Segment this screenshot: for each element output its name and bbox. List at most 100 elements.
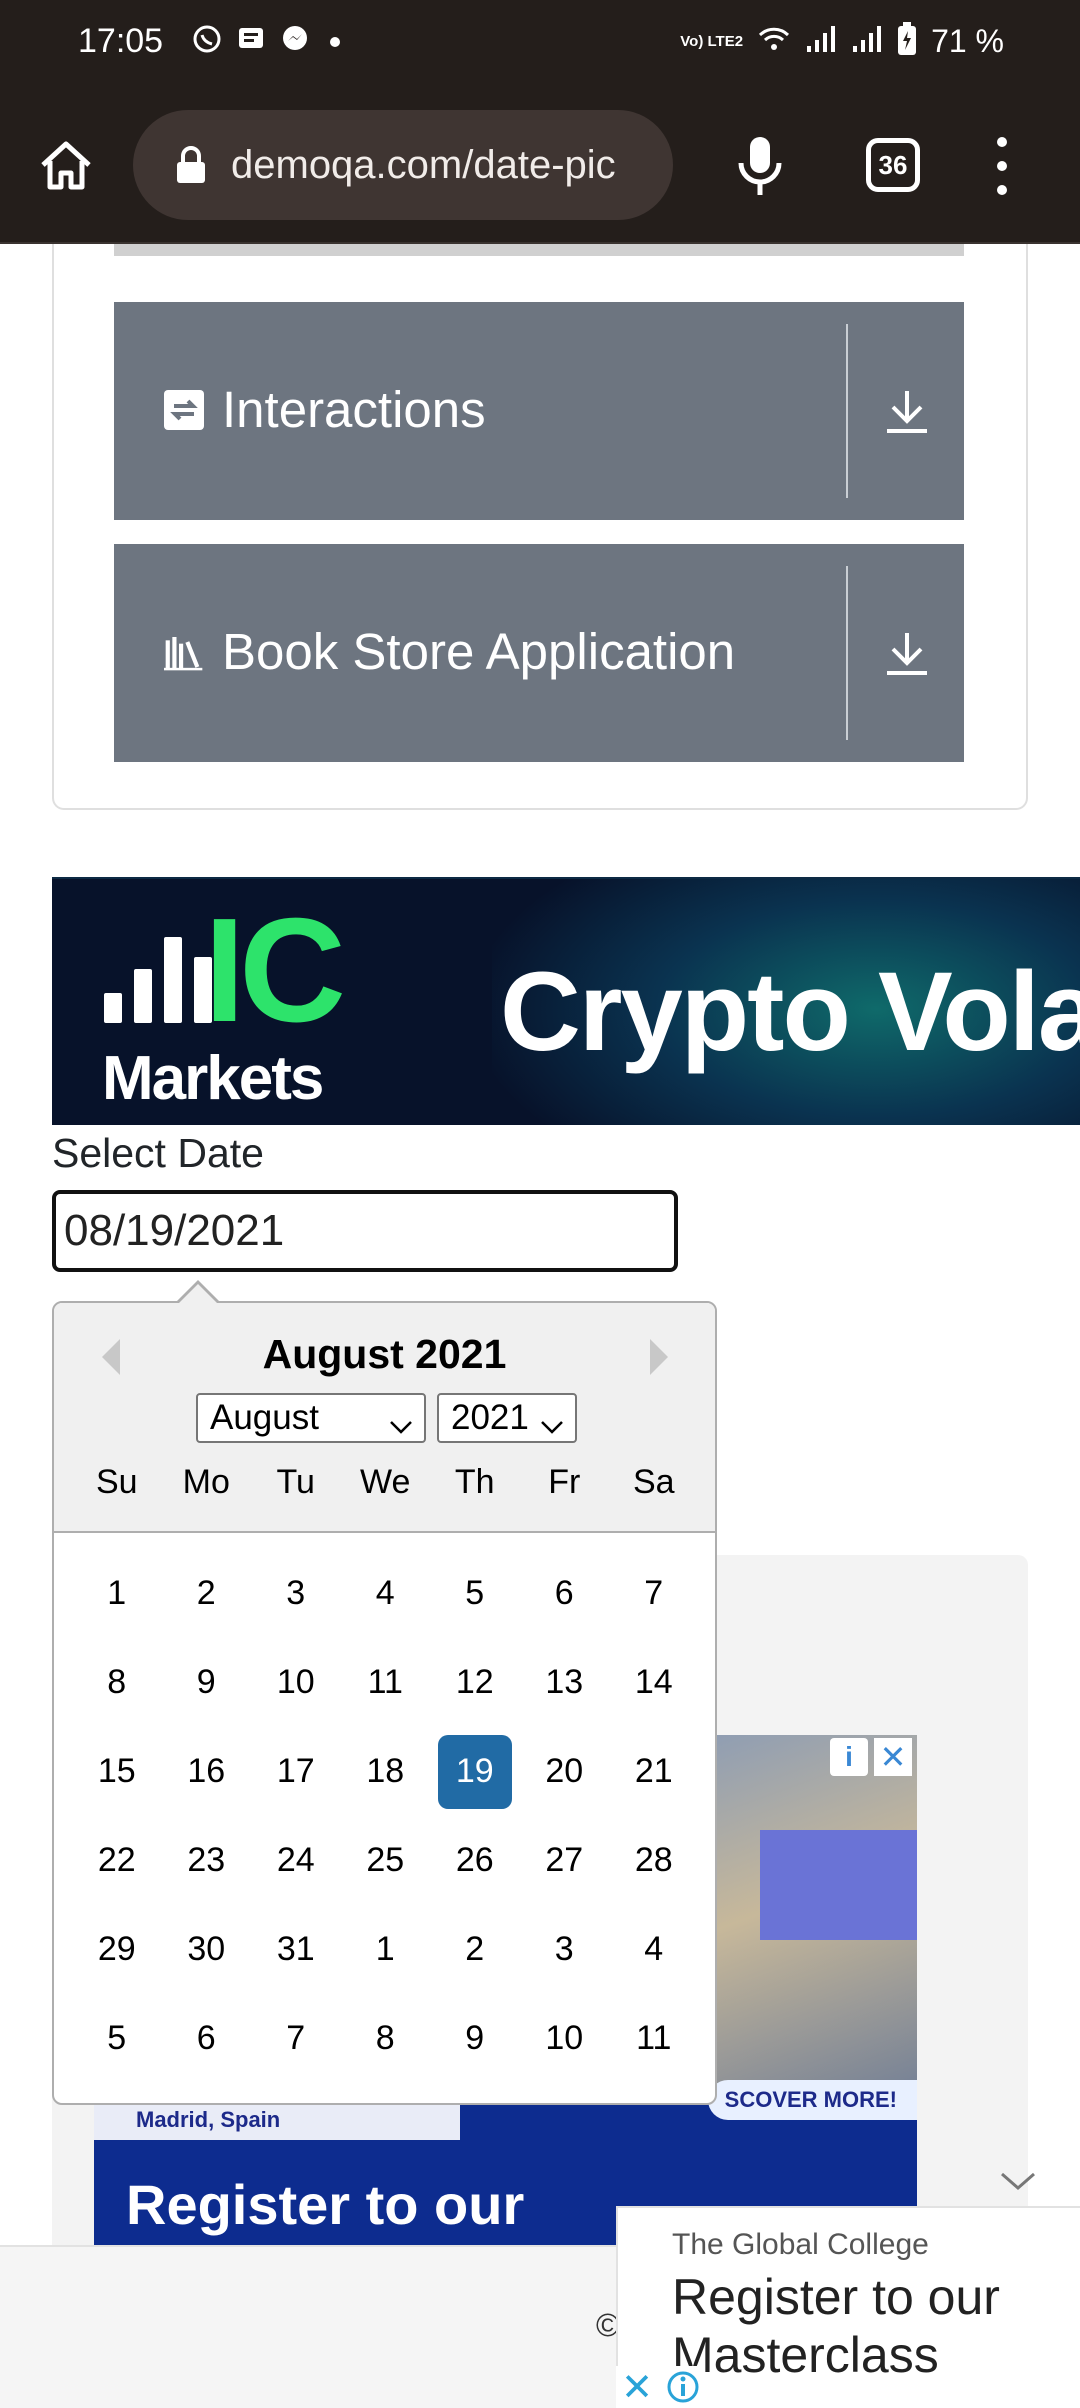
calendar-day[interactable]: 30 bbox=[162, 1905, 252, 1994]
calendar-day[interactable]: 2 bbox=[162, 1549, 252, 1638]
calendar-day-selected[interactable]: 19 bbox=[430, 1727, 520, 1816]
calendar-day[interactable]: 12 bbox=[430, 1638, 520, 1727]
calendar-day-label: 10 bbox=[276, 1663, 315, 1701]
weekday-label: Tu bbox=[276, 1463, 315, 1501]
picker-pointer-inner bbox=[179, 1284, 217, 1303]
calendar-day-label: 11 bbox=[636, 2019, 672, 2057]
ad-close-icon[interactable]: ✕ bbox=[874, 1738, 912, 1776]
calendar-day-label: 4 bbox=[375, 1574, 395, 1612]
calendar-day[interactable]: 5 bbox=[72, 1994, 162, 2083]
calendar-day-label: 20 bbox=[545, 1752, 584, 1790]
mic-icon bbox=[738, 137, 782, 195]
home-icon bbox=[41, 141, 91, 190]
calendar-day-label: 4 bbox=[644, 1930, 664, 1968]
close-icon[interactable]: ✕ bbox=[616, 2366, 658, 2408]
calendar-day[interactable]: 10 bbox=[520, 1994, 610, 2083]
calendar-day[interactable]: 16 bbox=[162, 1727, 252, 1816]
calendar-day[interactable]: 1 bbox=[72, 1549, 162, 1638]
ad-info-icon[interactable]: i bbox=[830, 1738, 868, 1776]
calendar-day-label: 8 bbox=[375, 2019, 395, 2057]
more-vert-icon[interactable] bbox=[986, 130, 1018, 202]
ad-discover-button[interactable]: SCOVER MORE! bbox=[708, 2080, 917, 2120]
calendar-day[interactable]: 20 bbox=[520, 1727, 610, 1816]
previous-month-icon[interactable] bbox=[102, 1339, 120, 1375]
date-input[interactable] bbox=[52, 1190, 678, 1272]
calendar-day[interactable]: 9 bbox=[162, 1638, 252, 1727]
calendar-day-label: 1 bbox=[107, 1574, 127, 1612]
calendar-day-label: 24 bbox=[276, 1841, 315, 1879]
calendar-day[interactable]: 23 bbox=[162, 1816, 252, 1905]
side-menu-card: Interactions Book Store Application bbox=[52, 244, 1028, 810]
calendar-day[interactable]: 17 bbox=[251, 1727, 341, 1816]
calendar-day[interactable]: 7 bbox=[251, 1994, 341, 2083]
calendar-week: 29 30 31 1 2 3 4 bbox=[72, 1905, 700, 1994]
calendar-day-label: 5 bbox=[107, 2019, 127, 2057]
calendar-day-label: 7 bbox=[644, 1574, 664, 1612]
lock-icon bbox=[169, 143, 213, 187]
menu-group-interactions[interactable]: Interactions bbox=[114, 302, 964, 520]
year-select[interactable]: 2021 bbox=[437, 1393, 577, 1443]
select-date-label: Select Date bbox=[52, 1130, 264, 1176]
calendar-day[interactable]: 24 bbox=[251, 1816, 341, 1905]
calendar-day[interactable]: 8 bbox=[72, 1638, 162, 1727]
ad-banner[interactable]: IC Markets Crypto Vola bbox=[52, 877, 1080, 1125]
year-select-value: 2021 bbox=[451, 1398, 529, 1437]
calendar-day[interactable]: 28 bbox=[609, 1816, 699, 1905]
download-icon[interactable] bbox=[882, 628, 932, 678]
calendar-day-label: 9 bbox=[196, 1663, 216, 1701]
calendar-day[interactable]: 15 bbox=[72, 1727, 162, 1816]
calendar-day[interactable]: 9 bbox=[430, 1994, 520, 2083]
ad-logo-markets: Markets bbox=[102, 1044, 324, 1113]
tabs-button[interactable]: 36 bbox=[866, 138, 920, 192]
calendar-day[interactable]: 6 bbox=[520, 1549, 610, 1638]
calendar-day[interactable]: 4 bbox=[341, 1549, 431, 1638]
calendar-day[interactable]: 25 bbox=[341, 1816, 431, 1905]
calendar-day[interactable]: 13 bbox=[520, 1638, 610, 1727]
calendar-day-label: 23 bbox=[187, 1841, 226, 1879]
calendar-day[interactable]: 11 bbox=[341, 1638, 431, 1727]
calendar-day[interactable]: 14 bbox=[609, 1638, 699, 1727]
calendar-day[interactable]: 18 bbox=[341, 1727, 431, 1816]
swap-icon bbox=[164, 390, 204, 430]
calendar-day[interactable]: 22 bbox=[72, 1816, 162, 1905]
calendar-day[interactable]: 5 bbox=[430, 1549, 520, 1638]
date-picker: August 2021 August 2021 Su Mo Tu We Th Fr Sa 1… bbox=[52, 1301, 717, 2105]
calendar-day[interactable]: 11 bbox=[609, 1994, 699, 2083]
url-bar[interactable]: demoqa.com/date-pic bbox=[133, 110, 673, 220]
picker-header: August 2021 August 2021 Su Mo Tu We Th Fr Sa bbox=[54, 1303, 715, 1533]
sticky-ad-brand: The Global College bbox=[672, 2228, 929, 2261]
picker-title: August 2021 bbox=[262, 1331, 507, 1377]
download-icon[interactable] bbox=[882, 386, 932, 436]
calendar-day[interactable]: 29 bbox=[72, 1905, 162, 1994]
network-label: Vo) LTE2 bbox=[680, 33, 744, 50]
calendar-day[interactable]: 10 bbox=[251, 1638, 341, 1727]
calendar-day[interactable]: 31 bbox=[251, 1905, 341, 1994]
menu-group-book-store[interactable]: Book Store Application bbox=[114, 544, 964, 762]
calendar-day[interactable]: 1 bbox=[341, 1905, 431, 1994]
calendar-week: 15 16 17 18 19 20 21 bbox=[72, 1727, 700, 1816]
calendar-day[interactable]: 2 bbox=[430, 1905, 520, 1994]
calendar-day[interactable]: 21 bbox=[609, 1727, 699, 1816]
calendar-week: 5 6 7 8 9 10 11 bbox=[72, 1994, 700, 2083]
tab-count: 36 bbox=[878, 149, 908, 180]
calendar-day[interactable]: 8 bbox=[341, 1994, 431, 2083]
chevron-down-icon[interactable] bbox=[996, 2160, 1040, 2204]
next-month-icon[interactable] bbox=[650, 1339, 668, 1375]
calendar-day[interactable]: 27 bbox=[520, 1816, 610, 1905]
calendar-day-label: 2 bbox=[196, 1574, 216, 1612]
wifi-icon bbox=[757, 24, 791, 59]
calendar-day[interactable]: 3 bbox=[251, 1549, 341, 1638]
month-select[interactable]: August bbox=[196, 1393, 426, 1443]
voice-search-button[interactable] bbox=[728, 134, 792, 198]
calendar-day[interactable]: 26 bbox=[430, 1816, 520, 1905]
calendar-day[interactable]: 4 bbox=[609, 1905, 699, 1994]
calendar-day[interactable]: 3 bbox=[520, 1905, 610, 1994]
home-button[interactable] bbox=[30, 130, 102, 202]
calendar-week: 1 2 3 4 5 6 7 bbox=[72, 1549, 700, 1638]
info-icon[interactable] bbox=[662, 2366, 704, 2408]
calendar-day[interactable]: 6 bbox=[162, 1994, 252, 2083]
calendar-day-label: 18 bbox=[366, 1752, 405, 1790]
calendar-day-label: 29 bbox=[97, 1930, 136, 1968]
weekday-header: Su Mo Tu We Th Fr Sa bbox=[54, 1463, 715, 1502]
calendar-day[interactable]: 7 bbox=[609, 1549, 699, 1638]
